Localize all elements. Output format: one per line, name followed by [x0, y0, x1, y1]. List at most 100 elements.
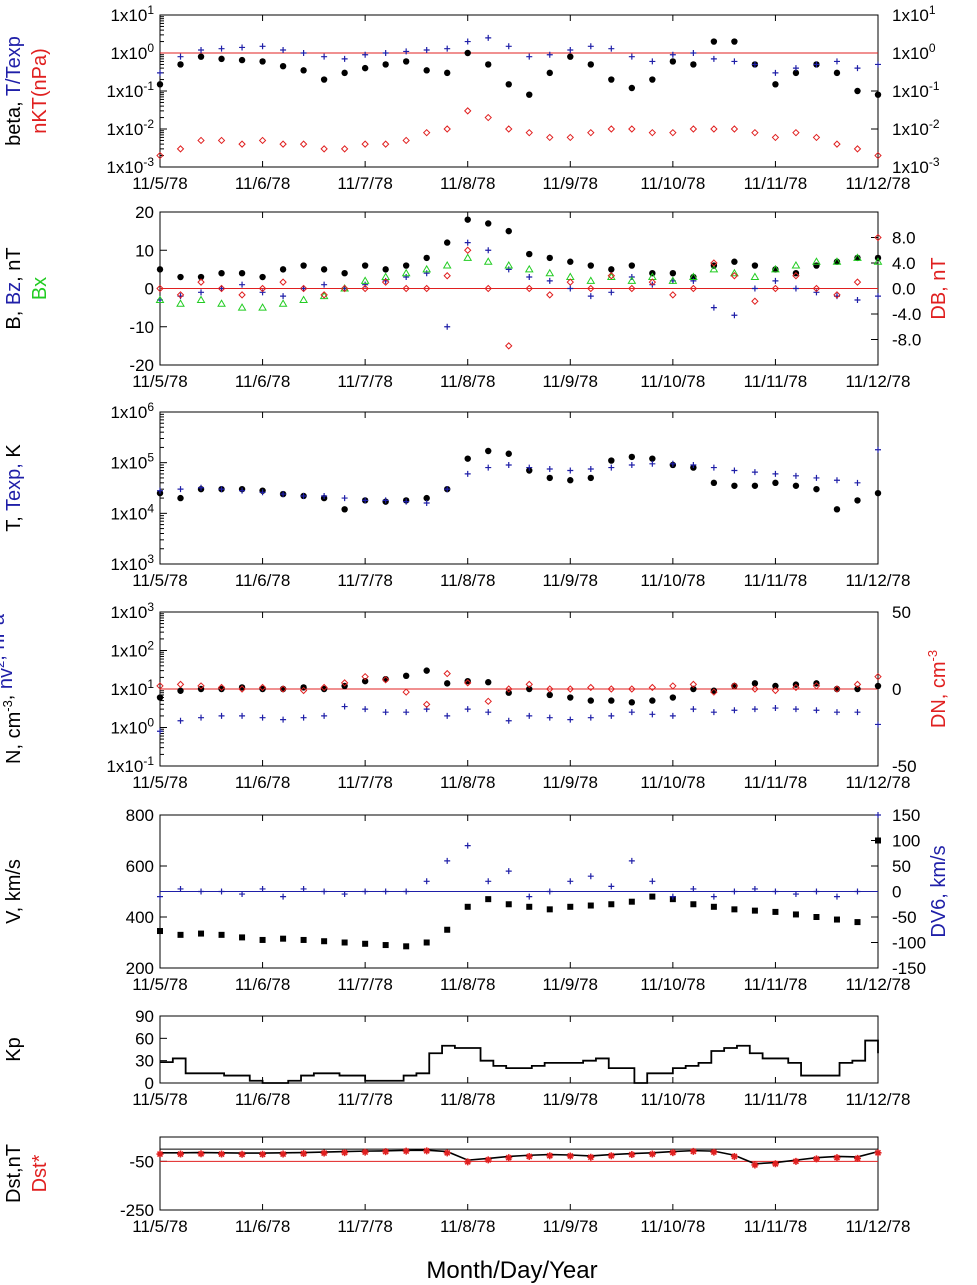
- data-point: [382, 61, 389, 68]
- y-tick-label: -20: [129, 356, 154, 375]
- plot-frame: [159, 1015, 879, 1084]
- x-tick-label: 11/12/78: [846, 1217, 911, 1236]
- data-point: [238, 684, 246, 691]
- data-point: [197, 278, 205, 286]
- x-tick-label: 11/5/78: [132, 975, 187, 994]
- data-point: [875, 446, 881, 453]
- data-point: [772, 908, 779, 915]
- y-tick-label: 1x101: [110, 677, 154, 699]
- data-point: [792, 482, 800, 489]
- y-tick-label: 1x104: [110, 501, 154, 523]
- data-point: [751, 680, 759, 687]
- data-point: [341, 703, 348, 710]
- data-point: [321, 281, 328, 288]
- data-point: [875, 837, 881, 844]
- data-point: [731, 682, 738, 690]
- data-point: [176, 145, 185, 153]
- x-tick-label: 11/5/78: [132, 1090, 187, 1109]
- data-point: [874, 489, 882, 497]
- data-point: [280, 716, 287, 723]
- y-axis-label: T, Texp, K: [3, 444, 25, 532]
- data-point: [792, 128, 800, 137]
- data-point: [546, 69, 553, 77]
- data-point: [731, 707, 738, 714]
- data-point: [792, 285, 799, 292]
- data-point: [710, 38, 718, 45]
- data-point: [279, 685, 287, 693]
- data-point: [218, 285, 225, 292]
- data-point: [854, 479, 861, 486]
- data-point: [730, 1152, 738, 1160]
- y-tick-label: 800: [126, 806, 154, 825]
- data-point: [649, 58, 656, 65]
- data-point: [299, 686, 308, 695]
- data-point: [832, 257, 842, 265]
- data-point: [485, 247, 492, 254]
- y-tick-label: 1x101: [110, 3, 154, 25]
- data-point: [792, 911, 799, 918]
- data-point: [401, 268, 411, 277]
- data-point: [485, 61, 492, 68]
- data-point: [177, 494, 184, 502]
- data-point: [176, 680, 185, 689]
- data-point: [485, 464, 492, 471]
- data-point: [464, 1158, 472, 1166]
- data-point: [198, 289, 205, 296]
- y-axis-label-secondary: Dst*: [29, 1154, 51, 1192]
- data-point: [280, 46, 287, 53]
- data-point: [587, 465, 594, 472]
- x-tick-label: 11/7/78: [337, 975, 392, 994]
- data-point: [608, 901, 615, 908]
- data-point: [649, 697, 656, 704]
- data-point: [771, 264, 780, 273]
- data-point: [854, 65, 861, 72]
- data-point: [422, 284, 431, 293]
- y2-tick-label: -4.0: [892, 305, 921, 324]
- x-tick-label: 11/11/78: [744, 1217, 808, 1236]
- data-point: [485, 896, 492, 903]
- data-point: [854, 888, 861, 895]
- data-point: [813, 474, 820, 481]
- y-tick-label: 10: [135, 241, 154, 260]
- data-point: [341, 891, 348, 898]
- data-point: [422, 128, 431, 137]
- data-point: [361, 262, 369, 269]
- data-point: [258, 284, 267, 293]
- data-point: [505, 685, 513, 693]
- data-point: [546, 254, 553, 262]
- data-point: [485, 220, 492, 227]
- data-point: [874, 682, 882, 690]
- y-tick-label: 30: [135, 1052, 154, 1071]
- data-point: [853, 278, 862, 286]
- data-point: [156, 151, 164, 160]
- data-point: [176, 291, 185, 299]
- data-point: [771, 1160, 779, 1168]
- data-point: [608, 45, 615, 52]
- data-point: [321, 712, 328, 719]
- data-point: [280, 893, 287, 900]
- data-point: [628, 84, 636, 92]
- data-point: [300, 67, 307, 74]
- data-point: [689, 680, 698, 689]
- data-point: [484, 113, 492, 122]
- data-point: [628, 461, 635, 468]
- data-point: [546, 51, 553, 58]
- data-point: [669, 1149, 677, 1157]
- data-point: [833, 291, 841, 299]
- data-point: [237, 303, 247, 311]
- y2-axis-label: DV6, km/s: [928, 845, 950, 937]
- data-point: [730, 682, 739, 690]
- data-point: [444, 857, 451, 864]
- data-point: [320, 145, 328, 153]
- x-tick-label: 11/7/78: [337, 1090, 392, 1109]
- data-point: [361, 284, 369, 293]
- y2-tick-label: -100: [892, 934, 926, 953]
- data-point: [648, 683, 657, 692]
- y-tick-label: 1x103: [110, 552, 154, 574]
- data-point: [341, 506, 348, 513]
- x-tick-label: 11/8/78: [440, 975, 495, 994]
- data-point: [669, 694, 677, 701]
- data-point: [751, 907, 758, 914]
- data-point: [423, 254, 430, 262]
- data-point: [813, 707, 820, 714]
